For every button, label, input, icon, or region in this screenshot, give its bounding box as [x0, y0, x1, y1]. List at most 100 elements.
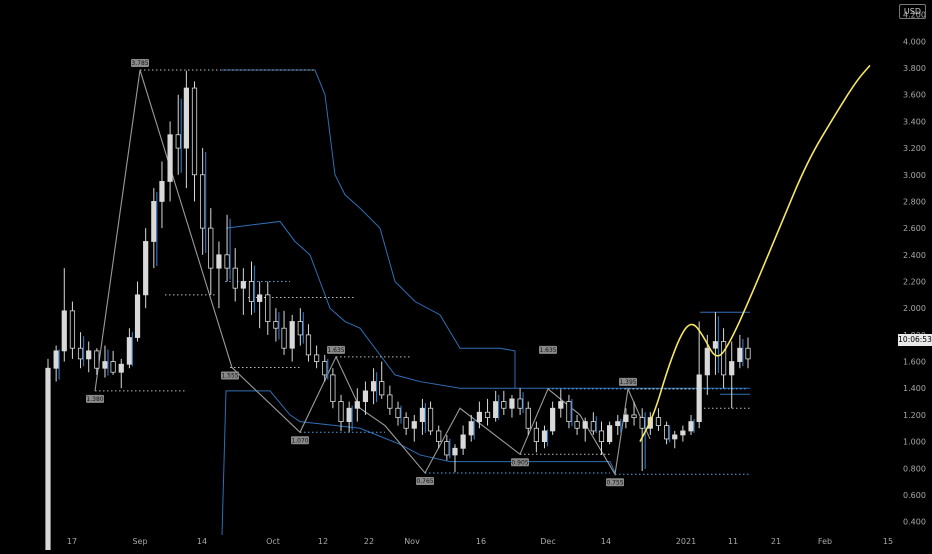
zigzag-path: [94, 69, 651, 476]
candle-body: [720, 341, 727, 376]
last-price-badge: 10:06:53: [898, 334, 932, 346]
pivot-label-box: [327, 345, 345, 354]
price-tick-label: 1.600: [903, 358, 926, 367]
candle-body: [623, 414, 629, 422]
time-axis[interactable]: 17 Sep 14 Oct 12 22 Nov 16 Dec 14 2021 11 21 Feb 15: [67, 537, 893, 546]
candle-body: [558, 401, 564, 409]
pivot-label-box: [291, 436, 309, 445]
time-tick-label: 2021: [676, 537, 696, 546]
price-tick-label: 4.200: [903, 11, 926, 20]
candle-body: [704, 347, 710, 376]
candle-body: [533, 427, 539, 443]
pivot-label: 1.070: [291, 437, 308, 444]
candle-body: [273, 321, 279, 329]
price-axis[interactable]: 0.4000.6000.8001.0001.2001.4001.6001.800…: [903, 11, 926, 527]
candle-body: [525, 407, 531, 429]
zigzag-line: [94, 69, 651, 476]
price-tick-label: 3.200: [903, 144, 926, 153]
pivot-label-box: [86, 394, 104, 403]
pivot-label-box: [221, 371, 239, 380]
candle-body: [354, 401, 360, 409]
pivot-label: 3.785: [131, 60, 148, 67]
candle-body: [330, 374, 336, 402]
candle-body: [688, 421, 694, 432]
price-tick-label: 0.600: [903, 491, 926, 500]
candle-body: [86, 350, 92, 360]
candle-body: [541, 430, 548, 443]
price-tick-label: 1.400: [903, 384, 926, 393]
time-tick-label: 11: [728, 537, 738, 546]
candle-body: [191, 87, 198, 176]
candle-body: [265, 294, 271, 322]
candle-body: [281, 327, 287, 349]
candle-body: [224, 254, 230, 269]
candle-body: [338, 401, 344, 422]
candle-body: [550, 407, 556, 432]
candle-body: [680, 430, 686, 436]
candle-body: [468, 421, 474, 436]
pivot-label: 1.380: [86, 396, 103, 403]
candle-body: [257, 294, 263, 302]
candle-body: [696, 374, 702, 422]
candle-body: [297, 321, 303, 336]
time-tick-label: 22: [364, 537, 374, 546]
candle-body: [672, 434, 678, 440]
channel-lines: [221, 69, 750, 536]
time-tick-label: Feb: [818, 537, 832, 546]
candle-body: [346, 407, 352, 422]
pivot-labels: 3.785 1.380 1.555 1.635 1.070 1.635 0.765 1.395…: [86, 59, 637, 487]
candle-body: [305, 334, 312, 356]
time-tick-label: 14: [197, 537, 207, 546]
pivot-label: 0.765: [416, 478, 433, 485]
candle-body: [208, 227, 214, 269]
candle-body: [403, 417, 409, 429]
channel-line: [225, 220, 515, 389]
time-tick-label: Oct: [266, 537, 280, 546]
price-tick-label: 0.400: [903, 518, 926, 527]
pivot-label: 1.555: [221, 373, 238, 380]
candle-body: [102, 361, 108, 369]
candle-body: [362, 390, 369, 402]
candle-body: [232, 267, 238, 289]
time-tick-label: Dec: [540, 537, 555, 546]
price-tick-label: 2.600: [903, 224, 926, 233]
candle-body: [460, 434, 466, 449]
candle-body: [582, 421, 588, 429]
price-tick-label: 1.200: [903, 411, 926, 420]
price-tick-label: 2.200: [903, 278, 926, 287]
pivot-label: 1.395: [619, 379, 636, 386]
candle-body: [370, 381, 377, 392]
currency-badge[interactable]: USD: [898, 4, 926, 19]
price-tick-label: 2.400: [903, 251, 926, 260]
price-tick-label: 2.800: [903, 197, 926, 206]
candle-body: [501, 401, 507, 409]
candle-body: [379, 381, 385, 396]
candle-body: [729, 361, 735, 376]
candle-body: [452, 447, 458, 456]
channel-line: [221, 390, 616, 536]
pivot-label: 0.755: [606, 479, 623, 486]
candle-body: [387, 394, 393, 409]
candle-body: [77, 347, 84, 360]
pivot-label-box: [539, 345, 557, 354]
candle-body: [183, 87, 189, 149]
candle-body: [444, 441, 450, 456]
candle-body: [175, 134, 181, 149]
candle-body: [289, 321, 295, 349]
candle-body: [574, 421, 580, 429]
candle-body: [126, 337, 132, 365]
candle-body: [484, 411, 491, 418]
candle-body: [493, 401, 499, 418]
candle-body: [94, 350, 100, 369]
projection-curve: [639, 64, 871, 442]
price-tick-label: 3.600: [903, 91, 926, 100]
price-tick-label: 3.400: [903, 117, 926, 126]
pivot-label-box: [511, 458, 529, 467]
candle-body: [395, 407, 401, 418]
candle-body: [664, 425, 670, 440]
candle-body: [598, 430, 605, 443]
time-tick-label: Nov: [404, 537, 420, 546]
price-tick-label: 2.000: [903, 304, 926, 313]
